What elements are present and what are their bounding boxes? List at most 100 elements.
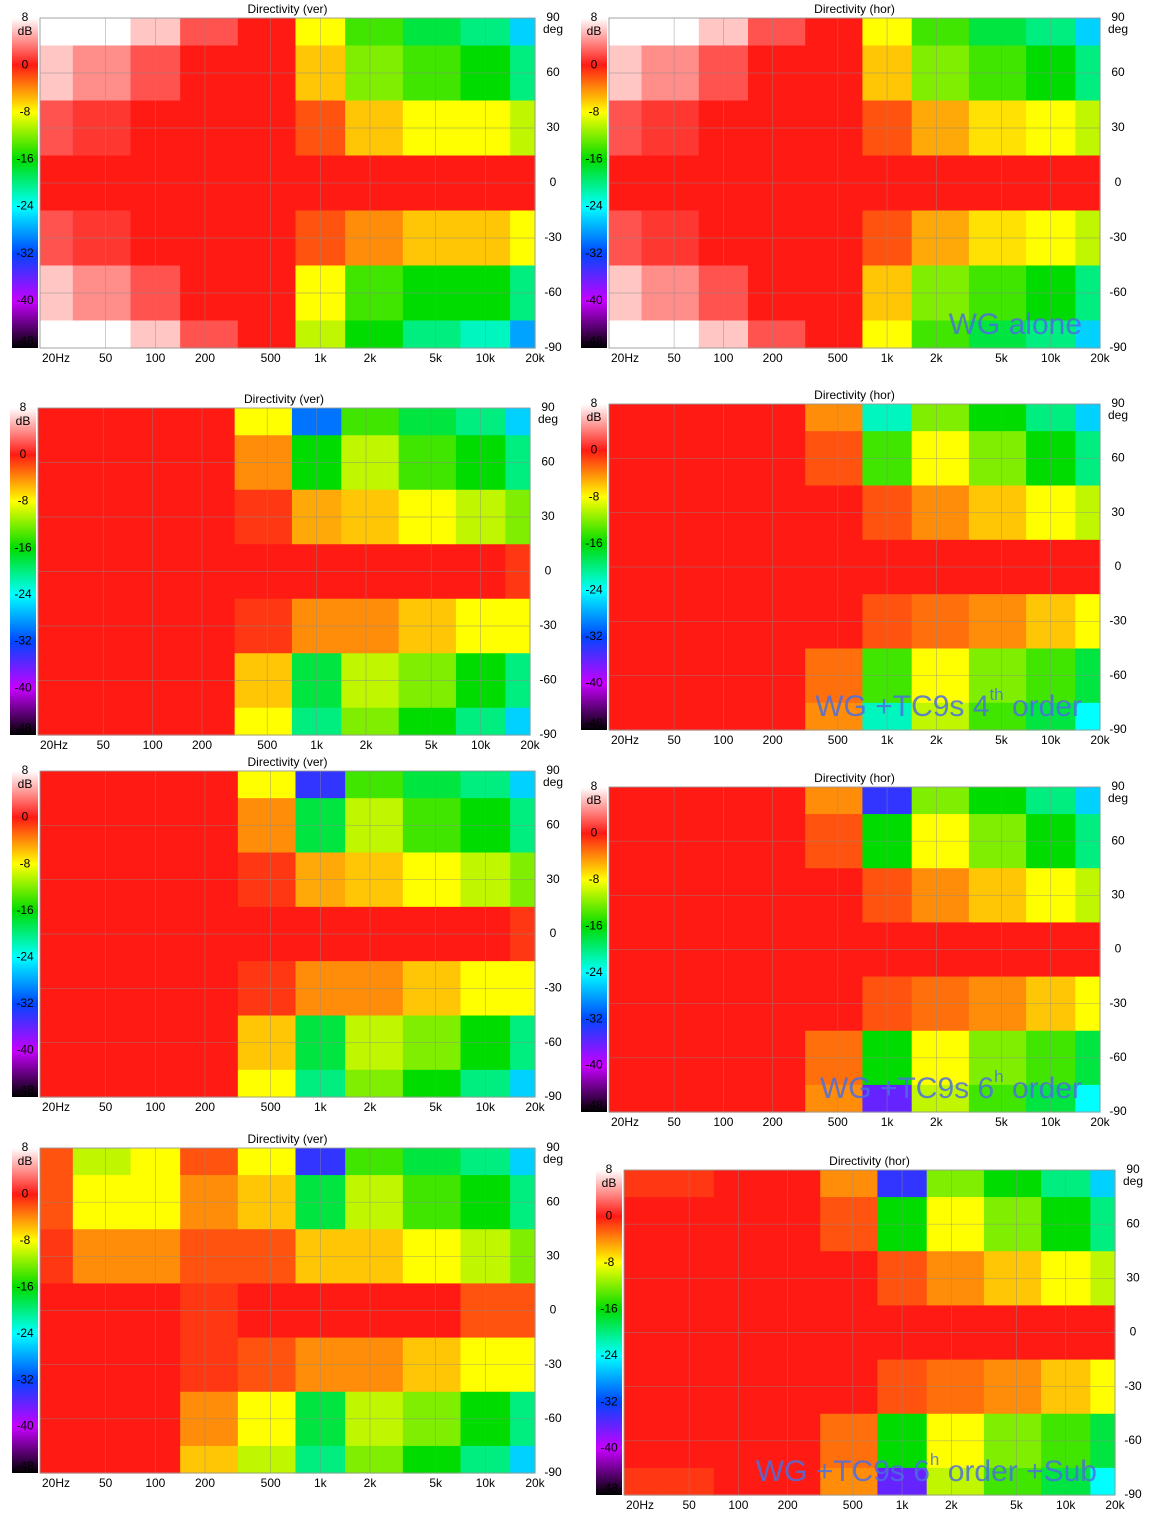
heat-cell [805,320,864,349]
y-tick-label: 60 [546,65,560,79]
heat-cell [609,18,643,47]
y-tick-label: 60 [1111,833,1125,847]
y-tick-label: -30 [544,1357,562,1371]
x-tick-label: 2k [930,733,944,747]
plot-frame [39,17,536,349]
y-tick-label: -60 [539,673,557,687]
x-tick-label: 50 [99,351,113,365]
y-tick-label: 90 [541,400,555,414]
heat-cell [968,320,1027,349]
x-tick-label: 1k [896,1498,910,1512]
x-tick-label: 50 [667,733,681,747]
x-tick-label: 10k [476,1476,496,1490]
x-tick-label: 10k [1041,733,1061,747]
chart-panel: 20Hz 50 100 200 500 1k 2k 5k 10k 20k 90 60 30 0 -30 -60… [581,771,1128,1129]
heat-cell [40,1148,74,1176]
y-tick-label: -90 [539,727,557,741]
colorbar-tick-label: -8 [589,872,600,886]
colorbar-tick-label: -40 [585,1058,603,1072]
y-tick-label: 60 [546,818,560,832]
colorbar [12,1148,38,1473]
x-tick-label: 20k [525,1476,545,1490]
heat-cell [926,1170,985,1198]
y-tick-label: 0 [550,926,557,940]
colorbar-unit: dB [18,24,33,38]
heat-cell [820,1170,879,1198]
colorbar-tick-label: 0 [22,810,29,824]
heat-cell [1075,702,1101,731]
colorbar-tick-label: -8 [20,856,31,870]
y-unit-label: deg [543,22,563,36]
colorbar-tick-label: -16 [585,536,603,550]
x-tick-label: 10k [476,1100,496,1114]
colorbar-tick-label: -24 [16,949,34,963]
heat-cell [510,1445,536,1474]
heat-cell [40,771,74,799]
x-tick-label: 2k [930,1115,944,1129]
heat-cell [641,320,700,349]
y-tick-label: 0 [1115,175,1122,189]
colorbar-tick-label: -48 [16,1083,34,1097]
y-tick-label: 30 [546,1249,560,1263]
y-tick-label: 30 [1126,1271,1140,1285]
x-tick-label: 500 [261,1476,281,1490]
heat-cell [641,702,700,731]
heat-cell [345,1148,404,1176]
x-tick-label: 50 [667,1115,681,1129]
heat-cell [510,1069,536,1098]
heat-cell [911,787,970,815]
colorbar-tick-label: -8 [589,104,600,118]
heat-cell [72,18,132,47]
heat-cell [72,1445,132,1474]
plot-frame [623,1169,1116,1496]
heat-cell [820,1467,879,1496]
y-tick-label: -60 [544,285,562,299]
colorbar-tick-label: -24 [585,582,603,596]
x-tick-label: 20k [525,1100,545,1114]
colorbar-tick-label: -48 [600,1481,618,1495]
x-tick-label: 100 [713,351,733,365]
x-tick-label: 200 [195,1476,215,1490]
x-tick-label: 100 [145,1476,165,1490]
heat-cell [402,771,462,799]
colorbar-tick-label: 0 [591,57,598,71]
heat-cell [748,1084,806,1113]
x-tick-label: 10k [471,738,491,752]
x-tick-label: 20k [520,738,540,752]
heat-cell [72,1148,132,1176]
heat-cell [402,18,462,47]
x-tick-label: 20k [525,351,545,365]
x-tick-label: 100 [728,1498,748,1512]
heat-cell [1075,404,1101,432]
heat-cell [748,787,806,815]
heat-cell [510,320,536,349]
y-tick-label: 0 [1115,559,1122,573]
chart-title: Directivity (ver) [248,755,328,769]
y-unit-label: deg [538,412,558,426]
y-tick-label: 0 [545,564,552,578]
chart-panel: 20Hz 50 100 200 500 1k 2k 5k 10k 20k 90 60 30 0 -30 -60… [581,388,1128,747]
y-tick-label: -60 [1124,1433,1142,1447]
colorbar-tick-label: -48 [16,1459,34,1473]
x-tick-label: 5k [425,738,439,752]
x-tick-label: 50 [97,738,111,752]
x-tick-label: 200 [763,351,783,365]
heat-cell [968,404,1027,432]
colorbar-tick-label: -16 [585,152,603,166]
colorbar-tick-label: -40 [16,293,34,307]
heat-cell [72,1069,132,1098]
chart-title: Directivity (hor) [814,2,895,16]
annotation-part: h [930,1450,939,1469]
heat-cell [72,771,132,799]
heat-cell [911,320,970,349]
colorbar-tick-label: 8 [591,10,598,24]
y-tick-label: 60 [1111,65,1125,79]
x-tick-label: 5k [429,1476,443,1490]
colorbar-tick-label: -32 [585,1011,603,1025]
y-tick-label: 30 [1111,120,1125,134]
y-tick-label: 60 [1126,1216,1140,1230]
y-tick-label: -60 [1109,285,1127,299]
heat-cell [402,1069,462,1098]
colorbar [12,771,38,1097]
